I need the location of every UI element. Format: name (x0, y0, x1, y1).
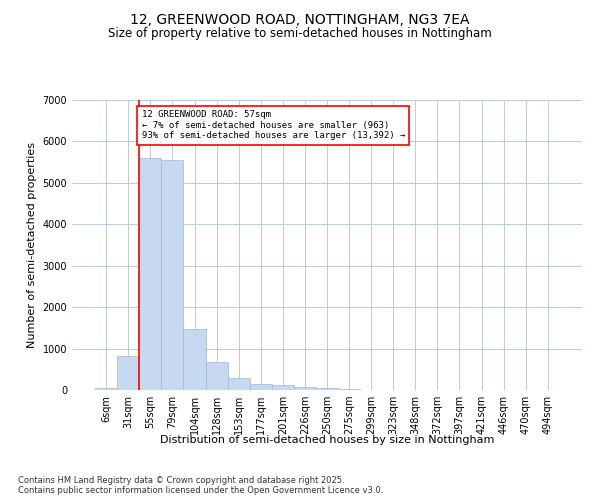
Bar (316, 388, 338, 390)
Y-axis label: Number of semi-detached properties: Number of semi-detached properties (27, 142, 37, 348)
Bar (250, 384, 272, 390)
Bar (206, 362, 227, 390)
Bar (117, 356, 139, 390)
Bar (272, 385, 294, 390)
Bar (184, 328, 206, 390)
Text: Distribution of semi-detached houses by size in Nottingham: Distribution of semi-detached houses by … (160, 435, 494, 445)
Text: 12 GREENWOOD ROAD: 57sqm
← 7% of semi-detached houses are smaller (963)
93% of s: 12 GREENWOOD ROAD: 57sqm ← 7% of semi-de… (142, 110, 405, 140)
Bar (139, 158, 161, 390)
Bar (294, 387, 316, 390)
Bar (161, 160, 184, 390)
Bar (95, 388, 117, 390)
Bar (227, 378, 250, 390)
Text: Size of property relative to semi-detached houses in Nottingham: Size of property relative to semi-detach… (108, 28, 492, 40)
Text: 12, GREENWOOD ROAD, NOTTINGHAM, NG3 7EA: 12, GREENWOOD ROAD, NOTTINGHAM, NG3 7EA (130, 12, 470, 26)
Text: Contains HM Land Registry data © Crown copyright and database right 2025.
Contai: Contains HM Land Registry data © Crown c… (18, 476, 383, 495)
